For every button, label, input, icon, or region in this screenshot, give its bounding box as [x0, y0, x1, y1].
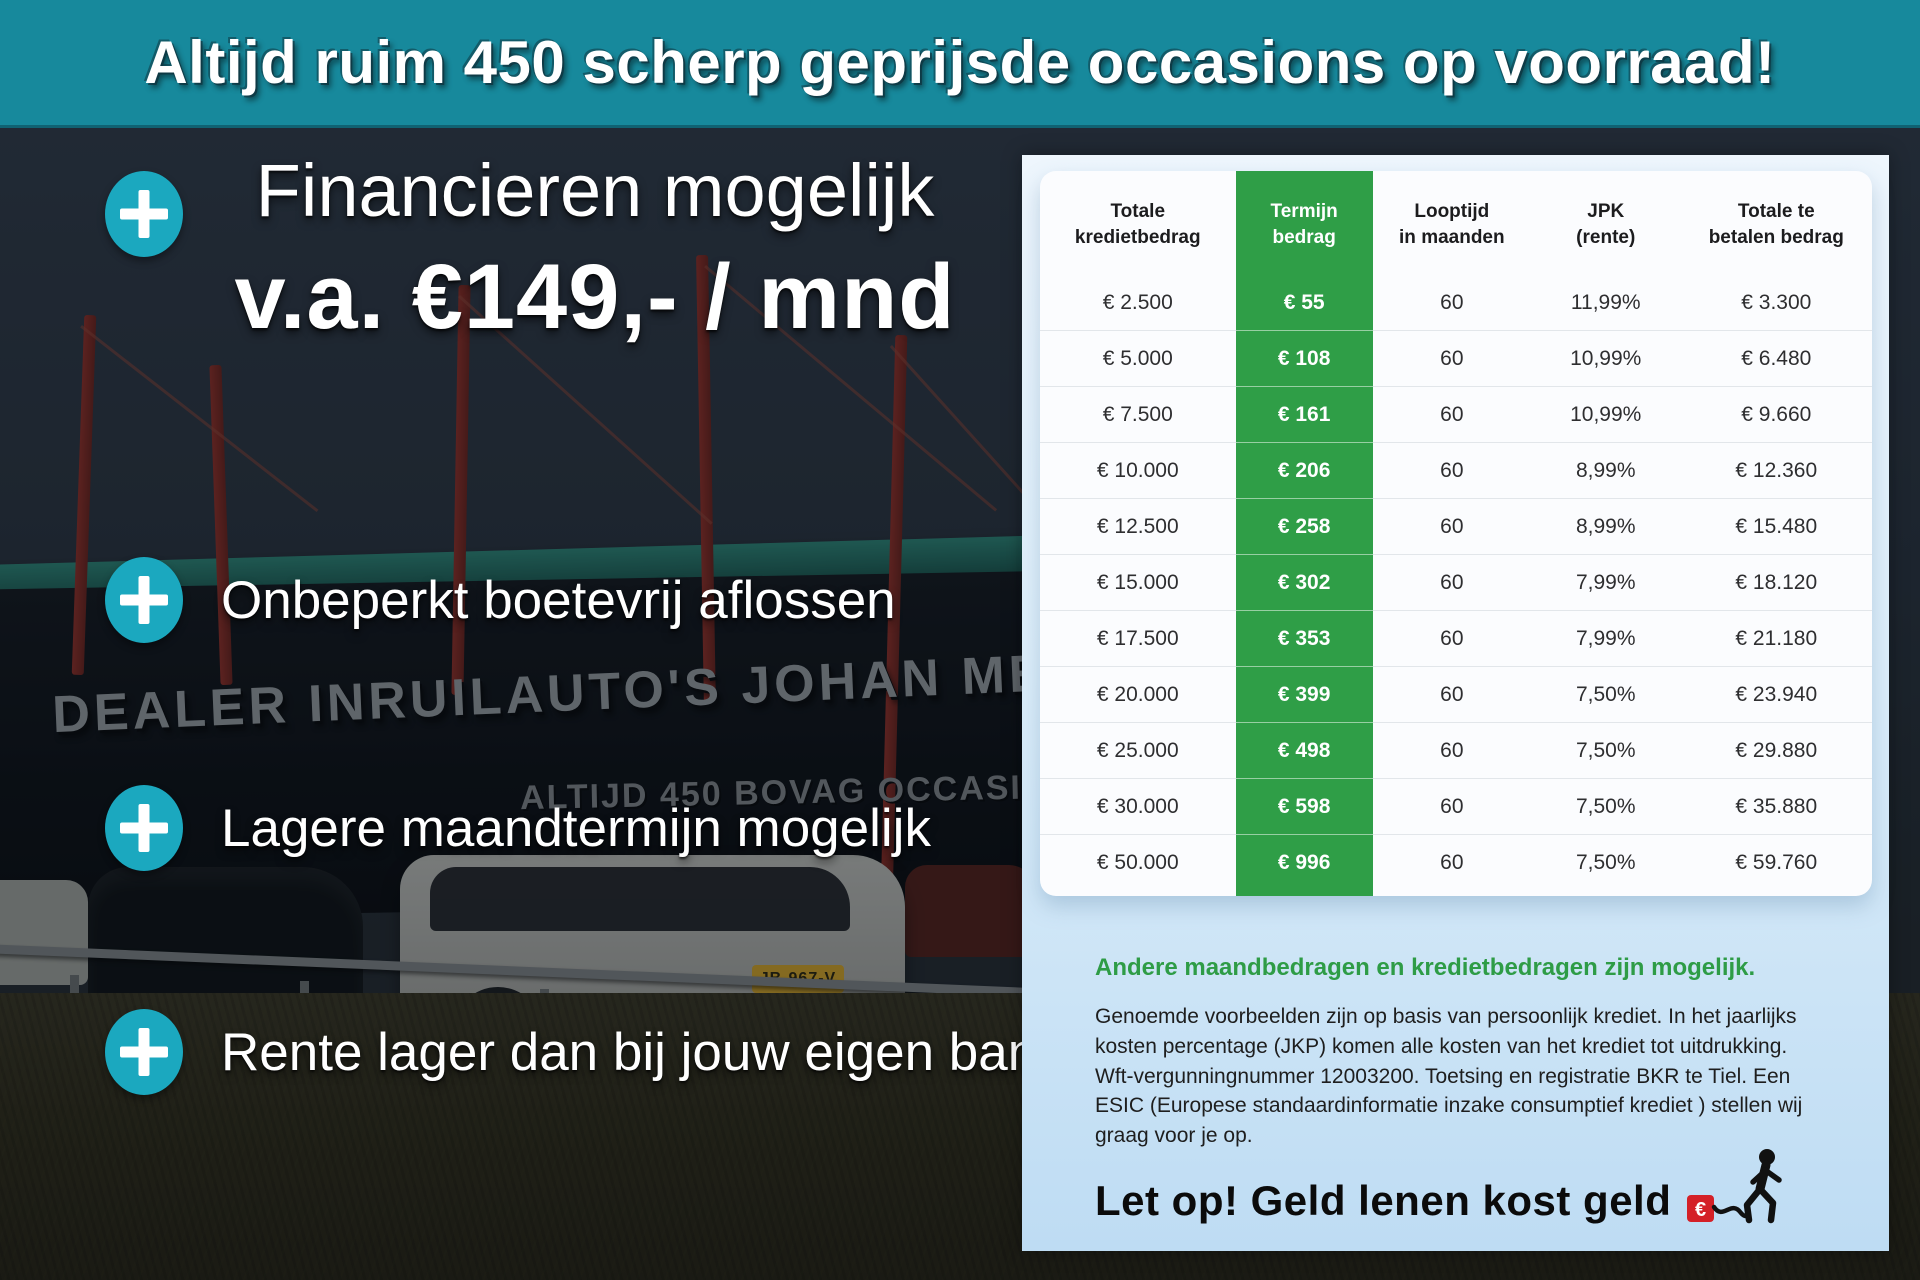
table-cell-r5-c0: € 15.000 — [1040, 554, 1236, 610]
table-spacer — [1235, 890, 1373, 896]
table-cell-r7-c3: 7,50% — [1530, 666, 1681, 722]
photo-car-window — [430, 867, 850, 931]
table-cell-r0-c2: 60 — [1440, 290, 1464, 314]
table-cell-r6-c4: € 21.180 — [1680, 610, 1872, 666]
table-cell-r2-c2: 60 — [1372, 386, 1531, 442]
table-cell-r5-c2: 60 — [1372, 554, 1531, 610]
banner-text: Altijd ruim 450 scherp geprijsde occasio… — [144, 29, 1776, 96]
plus-icon — [105, 785, 183, 871]
table-cell-r3-c4: € 12.360 — [1680, 442, 1872, 498]
promo-plus-1 — [105, 171, 183, 257]
table-cell-r7-c2: 60 — [1372, 666, 1531, 722]
credit-warning-text: Let op! Geld lenen kost geld — [1095, 1177, 1672, 1224]
table-cell-r4-c1: € 258 — [1235, 498, 1373, 554]
bullet-label: Onbeperkt boetevrij aflossen — [221, 570, 896, 630]
table-cell-r0-c4: € 3.300 — [1741, 290, 1812, 314]
table-cell-r8-c3: 7,50% — [1530, 722, 1681, 778]
table-cell-r9-c2: 60 — [1372, 778, 1531, 834]
promo-bullet: Lagere maandtermijn mogelijk — [105, 785, 931, 871]
info-highlight: Andere maandbedragen en kredietbedragen … — [1095, 954, 1756, 981]
table-cell-r8-c4: € 29.880 — [1680, 722, 1872, 778]
table-cell-r6-c0: € 17.500 — [1040, 610, 1236, 666]
table-cell-r9-c0: € 30.000 — [1040, 778, 1236, 834]
table-header-2: Looptijd in maanden — [1399, 201, 1505, 248]
finance-panel: Totale kredietbedrag Termijn bedrag Looptijd… — [1022, 155, 1889, 1251]
table-cell-r7-c0: € 20.000 — [1040, 666, 1236, 722]
table-cell-r2-c1: € 161 — [1235, 386, 1373, 442]
table-cell-r5-c4: € 18.120 — [1680, 554, 1872, 610]
table-spacer — [1681, 890, 1872, 896]
table-spacer — [1531, 890, 1681, 896]
bullet-label: Rente lager dan bij jouw eigen bank — [221, 1022, 1064, 1082]
geld-lenen-kost-geld-icon: € — [1687, 1149, 1783, 1224]
table-cell-r1-c3: 10,99% — [1530, 330, 1681, 386]
table-header-0: Totale kredietbedrag — [1074, 201, 1201, 248]
table-header-3: JPK (rente) — [1576, 201, 1636, 248]
table-cell-r8-c0: € 25.000 — [1040, 722, 1236, 778]
table-cell-r1-c2: 60 — [1372, 330, 1531, 386]
table-cell-r7-c4: € 23.940 — [1680, 666, 1872, 722]
table-cell-r3-c3: 8,99% — [1530, 442, 1681, 498]
table-cell-r10-c3: 7,50% — [1530, 834, 1681, 890]
photo-car-silver — [0, 880, 88, 985]
table-cell-r8-c2: 60 — [1372, 722, 1531, 778]
promo-headline-block: Financieren mogelijk v.a. €149,- / mnd — [175, 150, 1015, 350]
table-header-1: Termijn bedrag — [1235, 171, 1373, 275]
table-cell-r2-c0: € 7.500 — [1040, 386, 1236, 442]
table-cell-r1-c1: € 108 — [1235, 330, 1373, 386]
table-cell-r3-c1: € 206 — [1235, 442, 1373, 498]
finance-table-card: Totale kredietbedrag Termijn bedrag Looptijd… — [1040, 171, 1872, 896]
table-cell-r0-c0: € 2.500 — [1102, 290, 1173, 314]
table-cell-r5-c1: € 302 — [1235, 554, 1373, 610]
table-cell-r0-c1: € 55 — [1235, 275, 1373, 330]
photo-car-red — [905, 865, 1035, 957]
table-cell-r2-c3: 10,99% — [1530, 386, 1681, 442]
euro-symbol: € — [1695, 1199, 1706, 1221]
table-spacer — [1373, 890, 1531, 896]
table-cell-r10-c1: € 996 — [1235, 834, 1373, 890]
table-cell-r4-c3: 8,99% — [1530, 498, 1681, 554]
table-cell-r7-c1: € 399 — [1235, 666, 1373, 722]
credit-warning: Let op! Geld lenen kost geld € — [1095, 1147, 1793, 1225]
table-cell-r4-c0: € 12.500 — [1040, 498, 1236, 554]
table-spacer — [1040, 890, 1236, 896]
table-cell-r10-c0: € 50.000 — [1040, 834, 1236, 890]
table-cell-r3-c0: € 10.000 — [1040, 442, 1236, 498]
table-cell-r0-c3: 11,99% — [1570, 290, 1641, 314]
table-cell-r3-c2: 60 — [1372, 442, 1531, 498]
info-section: Andere maandbedragen en kredietbedragen … — [1022, 896, 1889, 1151]
top-banner: Altijd ruim 450 scherp geprijsde occasio… — [0, 0, 1920, 128]
bullet-label: Lagere maandtermijn mogelijk — [221, 798, 931, 858]
finance-table: Totale kredietbedrag Termijn bedrag Looptijd… — [1040, 171, 1872, 896]
table-cell-r8-c1: € 498 — [1235, 722, 1373, 778]
table-cell-r10-c4: € 59.760 — [1680, 834, 1872, 890]
plus-icon — [105, 1009, 183, 1095]
table-cell-r9-c1: € 598 — [1235, 778, 1373, 834]
plus-icon — [105, 557, 183, 643]
table-cell-r4-c4: € 15.480 — [1680, 498, 1872, 554]
table-cell-r6-c2: 60 — [1372, 610, 1531, 666]
info-disclaimer: Genoemde voorbeelden zijn op basis van p… — [1095, 1005, 1803, 1148]
table-cell-r5-c3: 7,99% — [1530, 554, 1681, 610]
table-header-4: Totale te betalen bedrag — [1708, 201, 1844, 248]
table-cell-r1-c0: € 5.000 — [1040, 330, 1236, 386]
promo-headline: Financieren mogelijk — [255, 149, 935, 232]
plus-icon — [105, 171, 183, 257]
table-cell-r9-c3: 7,50% — [1530, 778, 1681, 834]
table-cell-r10-c2: 60 — [1372, 834, 1531, 890]
table-cell-r1-c4: € 6.480 — [1680, 330, 1872, 386]
promo-bullet: Rente lager dan bij jouw eigen bank — [105, 1009, 1064, 1095]
table-cell-r6-c3: 7,99% — [1530, 610, 1681, 666]
table-cell-r6-c1: € 353 — [1235, 610, 1373, 666]
table-cell-r4-c2: 60 — [1372, 498, 1531, 554]
promo-bullet: Onbeperkt boetevrij aflossen — [105, 557, 896, 643]
promo-price-line: v.a. €149,- / mnd — [234, 246, 956, 349]
table-cell-r2-c4: € 9.660 — [1680, 386, 1872, 442]
table-cell-r9-c4: € 35.880 — [1680, 778, 1872, 834]
